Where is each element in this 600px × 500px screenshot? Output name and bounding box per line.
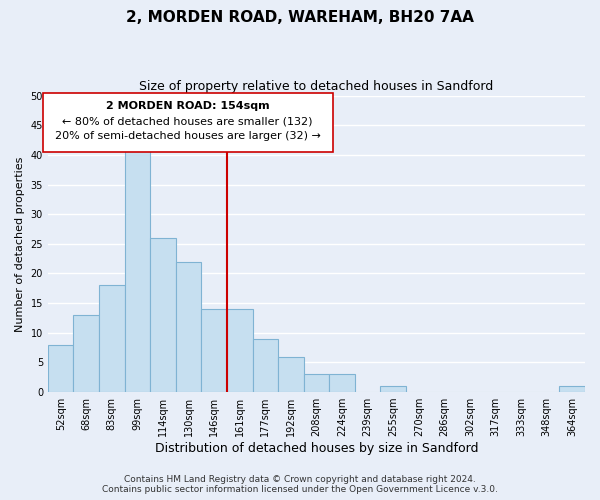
Bar xyxy=(202,309,227,392)
Text: Contains public sector information licensed under the Open Government Licence v.: Contains public sector information licen… xyxy=(102,486,498,494)
Bar xyxy=(278,356,304,392)
X-axis label: Distribution of detached houses by size in Sandford: Distribution of detached houses by size … xyxy=(155,442,478,455)
Text: Contains HM Land Registry data © Crown copyright and database right 2024.: Contains HM Land Registry data © Crown c… xyxy=(124,476,476,484)
Bar xyxy=(304,374,329,392)
Title: Size of property relative to detached houses in Sandford: Size of property relative to detached ho… xyxy=(139,80,494,93)
Bar xyxy=(150,238,176,392)
Bar xyxy=(48,344,73,392)
FancyBboxPatch shape xyxy=(43,92,332,152)
Bar xyxy=(73,315,99,392)
Bar xyxy=(99,286,125,392)
Bar xyxy=(253,338,278,392)
Text: 20% of semi-detached houses are larger (32) →: 20% of semi-detached houses are larger (… xyxy=(55,131,320,141)
Bar xyxy=(125,149,150,392)
Text: ← 80% of detached houses are smaller (132): ← 80% of detached houses are smaller (13… xyxy=(62,116,313,126)
Y-axis label: Number of detached properties: Number of detached properties xyxy=(15,156,25,332)
Bar xyxy=(380,386,406,392)
Bar xyxy=(559,386,585,392)
Bar xyxy=(227,309,253,392)
Text: 2 MORDEN ROAD: 154sqm: 2 MORDEN ROAD: 154sqm xyxy=(106,102,269,112)
Bar xyxy=(176,262,202,392)
Text: 2, MORDEN ROAD, WAREHAM, BH20 7AA: 2, MORDEN ROAD, WAREHAM, BH20 7AA xyxy=(126,10,474,25)
Bar xyxy=(329,374,355,392)
